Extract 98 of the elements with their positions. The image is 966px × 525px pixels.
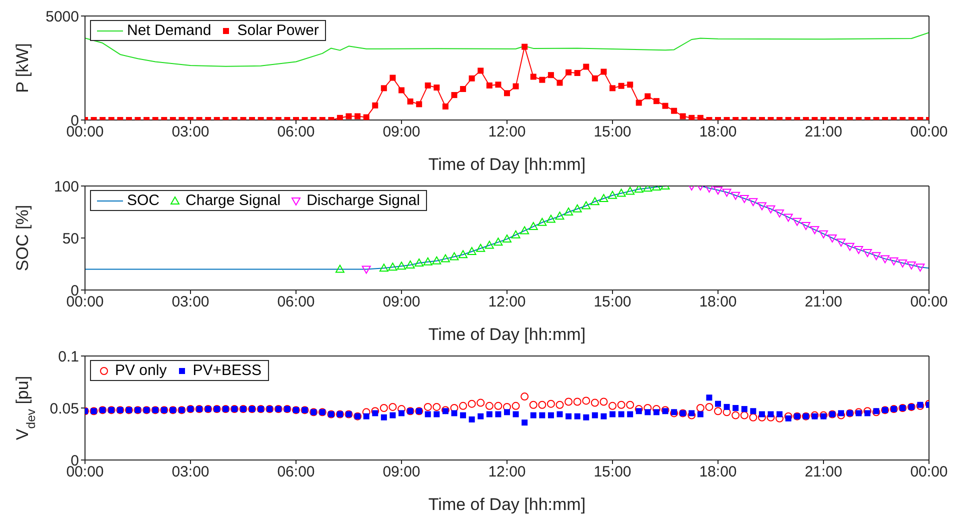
legend-label: Discharge Signal xyxy=(306,192,420,209)
x-tick-label: 03:00 xyxy=(172,124,210,141)
point xyxy=(388,262,398,271)
x-tick-label: 12:00 xyxy=(488,294,526,311)
point xyxy=(379,264,388,272)
point xyxy=(397,262,406,270)
x-tick-label: 00:00 xyxy=(910,294,948,311)
x-tick-label: 15:00 xyxy=(594,294,632,311)
point xyxy=(862,249,872,258)
legend-label: Charge Signal xyxy=(186,192,281,209)
point xyxy=(414,258,424,266)
y-tick-label: 5000 xyxy=(46,8,79,26)
point xyxy=(740,194,749,203)
point xyxy=(898,259,908,268)
x-tick-label: 21:00 xyxy=(804,464,842,481)
x-tick-label: 09:00 xyxy=(382,124,420,141)
point xyxy=(880,255,890,264)
y-tick-label: 0.1 xyxy=(58,348,79,366)
point xyxy=(582,201,591,210)
point xyxy=(546,214,556,223)
point xyxy=(906,262,916,270)
x-tick-label: 15:00 xyxy=(594,124,632,141)
point xyxy=(819,230,828,238)
point xyxy=(757,202,766,210)
point xyxy=(784,214,793,222)
x-tick-label: 00:00 xyxy=(910,464,948,481)
x-tick-label: 12:00 xyxy=(488,124,526,141)
point xyxy=(458,250,468,258)
x-tick-label: 18:00 xyxy=(699,464,737,481)
point xyxy=(440,254,450,262)
x-axis-title: Time of Day [hh:mm] xyxy=(428,155,586,174)
point xyxy=(362,266,371,274)
point xyxy=(775,210,784,218)
x-axis-title: Time of Day [hh:mm] xyxy=(428,325,586,344)
point xyxy=(626,186,635,195)
x-tick-label: 03:00 xyxy=(172,294,210,311)
x-axis-title: Time of Day [hh:mm] xyxy=(428,495,586,514)
point xyxy=(810,226,820,234)
point xyxy=(564,208,574,216)
point xyxy=(792,218,802,226)
x-tick-label: 09:00 xyxy=(382,294,420,311)
point xyxy=(555,212,564,220)
point xyxy=(748,198,758,206)
point xyxy=(872,252,881,260)
x-tick-label: 06:00 xyxy=(277,124,315,141)
point xyxy=(608,190,617,199)
y-tick-label: 50 xyxy=(62,230,79,248)
x-tick-label: 18:00 xyxy=(699,124,737,141)
legend-label: Solar Power xyxy=(237,22,319,39)
point xyxy=(836,238,846,247)
x-tick-label: 18:00 xyxy=(699,294,737,311)
point xyxy=(845,242,854,251)
point xyxy=(731,192,740,200)
y-axis-title: SOC [%] xyxy=(13,204,32,272)
x-tick-label: 09:00 xyxy=(382,464,420,481)
point xyxy=(616,188,626,197)
x-tick-label: 06:00 xyxy=(277,464,315,481)
y-tick-label: 100 xyxy=(54,178,79,196)
point xyxy=(467,247,476,256)
point xyxy=(599,194,608,202)
point xyxy=(528,222,538,230)
point xyxy=(766,205,776,214)
point xyxy=(476,244,486,252)
point xyxy=(722,188,732,197)
point xyxy=(572,204,582,212)
y-tick-label: 0.05 xyxy=(50,400,79,418)
point xyxy=(484,240,494,249)
legend-label: PV+BESS xyxy=(192,362,262,379)
point xyxy=(423,257,432,266)
point xyxy=(432,256,442,264)
x-tick-label: 06:00 xyxy=(277,294,315,311)
point xyxy=(828,234,837,242)
legend-label: SOC xyxy=(127,192,160,209)
point xyxy=(916,264,925,272)
point xyxy=(494,238,503,246)
point xyxy=(335,264,344,273)
point xyxy=(634,186,644,193)
point xyxy=(406,260,415,269)
point xyxy=(520,226,530,234)
y-axis-title: P [kW] xyxy=(13,43,32,93)
point xyxy=(538,218,547,226)
point xyxy=(714,186,722,195)
point xyxy=(801,222,810,230)
point xyxy=(511,230,520,238)
point xyxy=(590,197,600,206)
x-tick-label: 21:00 xyxy=(804,124,842,141)
x-tick-label: 03:00 xyxy=(172,464,210,481)
x-tick-label: 21:00 xyxy=(804,294,842,311)
point xyxy=(450,252,459,260)
point xyxy=(502,234,512,243)
point xyxy=(889,257,898,266)
legend-label: Net Demand xyxy=(127,22,212,39)
point xyxy=(854,246,864,254)
point xyxy=(704,186,714,193)
x-tick-label: 12:00 xyxy=(488,464,526,481)
x-tick-label: 15:00 xyxy=(594,464,632,481)
legend-label: PV only xyxy=(115,362,167,379)
x-tick-label: 00:00 xyxy=(910,124,948,141)
